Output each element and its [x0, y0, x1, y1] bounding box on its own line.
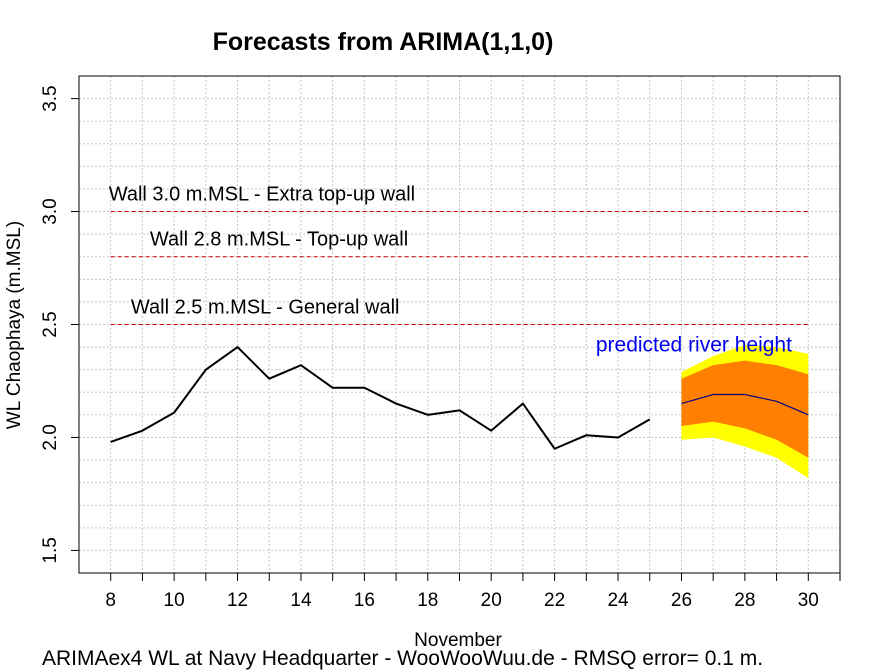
forecast-band-inner	[681, 360, 809, 458]
x-tick-label: 30	[798, 590, 819, 611]
y-tick-label: 3.5	[40, 85, 61, 111]
x-tick-label: 28	[734, 590, 755, 611]
observed-water-level-line	[110, 346, 651, 450]
wall-label: Wall 3.0 m.MSL - Extra top-up wall	[109, 184, 415, 206]
x-tick-label: 24	[607, 590, 629, 611]
wall-label: Wall 2.5 m.MSL - General wall	[131, 297, 400, 319]
forecast-band-layer	[681, 344, 809, 479]
x-tick-label: 22	[544, 590, 565, 611]
chart-title: Forecasts from ARIMA(1,1,0)	[213, 28, 554, 56]
y-axis-label: WL Chaophaya (m.MSL)	[4, 221, 25, 429]
x-tick-label: 18	[417, 590, 438, 611]
x-tick-label: 20	[481, 590, 502, 611]
x-tick-label: 16	[354, 590, 375, 611]
x-tick-label: 8	[105, 590, 116, 611]
y-tick-label: 2.5	[40, 311, 61, 337]
x-axis-label: November	[414, 630, 502, 651]
x-tick-label: 10	[164, 590, 185, 611]
wall-label: Wall 2.8 m.MSL - Top-up wall	[150, 229, 408, 251]
predicted-river-height-annotation: predicted river height	[596, 334, 792, 357]
wall-reference-layer: Wall 3.0 m.MSL - Extra top-up wall Wall 2…	[109, 184, 809, 325]
y-tick-label: 2.0	[40, 424, 61, 450]
axis-layer: 8 10 12 14 16 18 20 22 24 26 28 30 1.5 2.0 2.5 3.0 3.5	[40, 85, 841, 611]
label-layer: predicted river height	[596, 334, 792, 357]
y-tick-label: 1.5	[40, 537, 61, 563]
x-tick-label: 12	[227, 590, 248, 611]
y-tick-label: 3.0	[40, 198, 61, 224]
x-tick-label: 26	[671, 590, 692, 611]
footer-caption: ARIMAex4 WL at Navy Headquarter - WooWoo…	[42, 647, 763, 670]
forecast-mean-line	[681, 393, 809, 416]
x-tick-label: 14	[290, 590, 312, 611]
series-line-layer	[110, 346, 809, 450]
